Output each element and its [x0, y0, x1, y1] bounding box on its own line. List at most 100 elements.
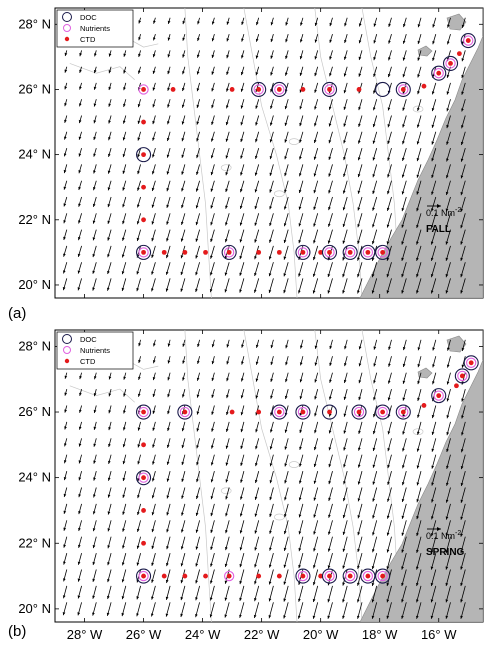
wind-arrow-head: [357, 615, 360, 619]
canary-island-small: [417, 367, 433, 379]
wind-arrow-head: [446, 74, 450, 78]
wind-arrow-head: [445, 257, 449, 261]
nutrient-station-marker: [324, 84, 335, 95]
wind-arrow-head: [446, 465, 449, 469]
wind-arrow-head: [284, 497, 287, 501]
wind-arrow-head: [313, 256, 316, 261]
doc-station-marker: [295, 244, 311, 260]
wind-arrow-head: [461, 91, 464, 95]
wind-arrow-head: [210, 479, 214, 483]
wind-arrow-head: [388, 40, 391, 44]
wind-arrow-head: [386, 566, 390, 570]
wind-arrow-head: [446, 381, 450, 385]
wind-arrow-head: [329, 362, 332, 366]
wind-arrow-head: [445, 516, 449, 520]
wind-arrow-head: [225, 205, 228, 209]
nutrient-station-marker: [457, 370, 468, 382]
wind-arrow-head: [77, 237, 81, 241]
seamount-contour: [412, 428, 424, 436]
map-legend: DOC Nutrients CTD: [56, 331, 134, 370]
wind-arrow-head: [196, 71, 200, 75]
wind-arrow-head: [64, 426, 67, 430]
seamount-contour: [273, 190, 285, 198]
contour-line: [184, 330, 212, 622]
wind-arrow-head: [63, 477, 67, 481]
wind-arrow-head: [402, 346, 406, 351]
wind-stress-arrows: [62, 17, 466, 294]
wind-arrow-head: [137, 393, 141, 397]
ctd-station-marker: [256, 573, 262, 579]
wind-arrow-head: [416, 241, 419, 245]
wind-arrow-head: [78, 220, 81, 224]
wind-arrow-head: [225, 513, 228, 517]
wind-arrow-head: [92, 545, 96, 549]
wind-arrow-head: [180, 563, 184, 567]
wind-arrow-head: [122, 461, 126, 465]
wind-arrow-head: [417, 91, 420, 95]
wind-arrow-head: [312, 598, 316, 602]
wind-arrow-head: [402, 157, 405, 161]
wind-arrow-head: [166, 221, 169, 225]
wind-arrow-head: [431, 141, 435, 145]
wind-arrow-head: [93, 443, 97, 447]
wind-arrow-head: [107, 170, 111, 174]
wind-arrow-head: [92, 237, 96, 241]
wind-arrow-head: [107, 220, 111, 224]
wind-arrow-head: [327, 240, 331, 244]
wind-arrow-head: [314, 106, 317, 110]
seamount-contour: [220, 164, 232, 172]
ctd-station-marker: [448, 60, 453, 66]
wind-arrow-head: [328, 207, 331, 211]
nutrient-station-marker: [398, 406, 409, 418]
wind-arrow-head: [195, 529, 199, 533]
wind-arrow-head: [343, 430, 347, 434]
wind-arrow-head: [460, 533, 463, 537]
wind-arrow-head: [225, 121, 229, 126]
wind-arrow-head: [299, 139, 302, 143]
wind-arrow-head: [107, 270, 110, 274]
lat-tick-label: 20° N: [18, 601, 51, 616]
wind-arrow-head: [225, 155, 229, 159]
wind-arrow-head: [151, 204, 155, 208]
wind-arrow-head: [166, 204, 170, 208]
wind-arrow-head: [225, 530, 228, 534]
wind-arrow-head: [343, 413, 347, 417]
africa-coastline-landmass: [359, 8, 483, 298]
wind-arrow-head: [283, 547, 287, 551]
wind-arrow-head: [283, 290, 286, 294]
wind-arrow-head: [78, 119, 82, 124]
ctd-station-marker: [380, 249, 386, 255]
wind-arrow-head: [460, 192, 464, 196]
legend-doc-symbol: [62, 334, 72, 344]
wind-arrow-head: [314, 396, 317, 400]
wind-arrow-head: [210, 529, 214, 533]
wind-arrow-head: [239, 614, 242, 618]
wind-arrow-head: [268, 564, 272, 568]
wind-arrow-head: [151, 187, 155, 191]
wind-arrow-head: [93, 426, 97, 430]
wind-arrow-head: [123, 103, 126, 107]
wind-arrow-head: [314, 22, 318, 26]
wind-arrow-head: [445, 225, 449, 229]
wind-arrow-head: [357, 224, 360, 228]
seamount-contour: [220, 487, 232, 495]
wind-arrow-head: [312, 273, 316, 277]
wind-arrow-head: [431, 499, 434, 503]
wind-arrow-head: [269, 496, 273, 501]
wind-arrow-head: [240, 71, 244, 76]
wind-arrow-head: [401, 482, 405, 486]
wind-arrow-head: [254, 547, 258, 551]
wind-arrow-head: [269, 172, 273, 176]
wind-arrow-head: [461, 415, 464, 419]
wind-arrow-head: [240, 445, 244, 449]
wind-arrow-head: [329, 22, 333, 27]
wind-arrow-head: [210, 462, 214, 466]
lon-tick-label: 18° W: [362, 627, 398, 642]
wind-arrow-head: [197, 37, 200, 41]
wind-arrow-head: [254, 581, 257, 585]
wind-arrow-head: [254, 189, 258, 193]
wind-arrow-head: [268, 256, 272, 260]
wind-arrow-head: [196, 155, 199, 159]
wind-arrow-head: [372, 190, 375, 194]
wind-arrow-head: [226, 395, 229, 399]
